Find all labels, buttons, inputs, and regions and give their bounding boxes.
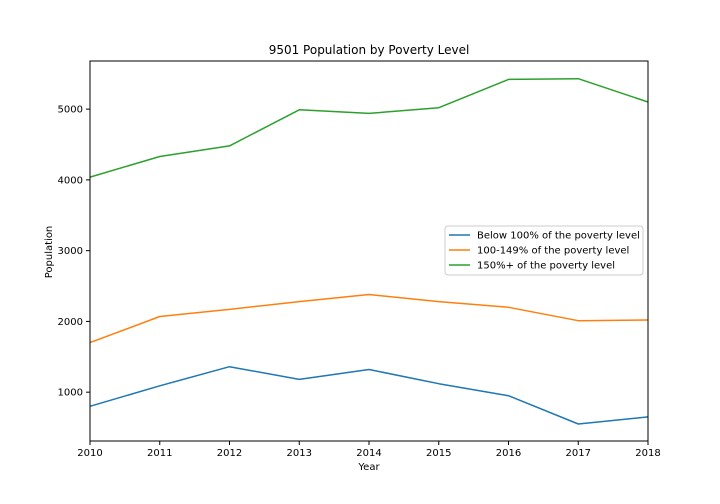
legend-box — [444, 225, 644, 276]
x-tick-label: 2016 — [496, 448, 521, 459]
series-line-2 — [89, 77, 649, 178]
legend-label-0: Below 100% of the poverty level — [477, 231, 640, 242]
legend: Below 100% of the poverty level 100-149% … — [444, 225, 644, 276]
x-axis-label: Year — [357, 462, 380, 473]
x-tick-label: 2014 — [356, 448, 381, 459]
series-line-1 — [89, 293, 649, 344]
x-tick-label: 2012 — [217, 448, 242, 459]
ticks-layer: 2010 2011 2012 2013 2014 2015 2016 2017 2018 1000… — [58, 105, 661, 459]
series-layer — [89, 77, 649, 425]
x-tick-label: 2010 — [77, 448, 102, 459]
legend-label-1: 100-149% of the poverty level — [477, 246, 629, 257]
y-tick-label: 1000 — [58, 388, 83, 399]
chart-title: 9501 Population by Poverty Level — [269, 43, 470, 57]
series-line-0 — [89, 365, 649, 425]
y-tick-label: 3000 — [58, 246, 83, 257]
y-tick-label: 5000 — [58, 105, 83, 116]
y-axis-label: Population — [44, 226, 55, 279]
x-tick-label: 2013 — [287, 448, 312, 459]
legend-label-2: 150%+ of the poverty level — [477, 261, 615, 272]
x-tick-label: 2018 — [635, 448, 660, 459]
x-tick-label: 2011 — [147, 448, 172, 459]
y-tick-label: 2000 — [58, 317, 83, 328]
plot-frame — [89, 60, 649, 442]
x-tick-label: 2017 — [566, 448, 591, 459]
y-tick-label: 4000 — [58, 175, 83, 186]
x-tick-label: 2015 — [426, 448, 451, 459]
